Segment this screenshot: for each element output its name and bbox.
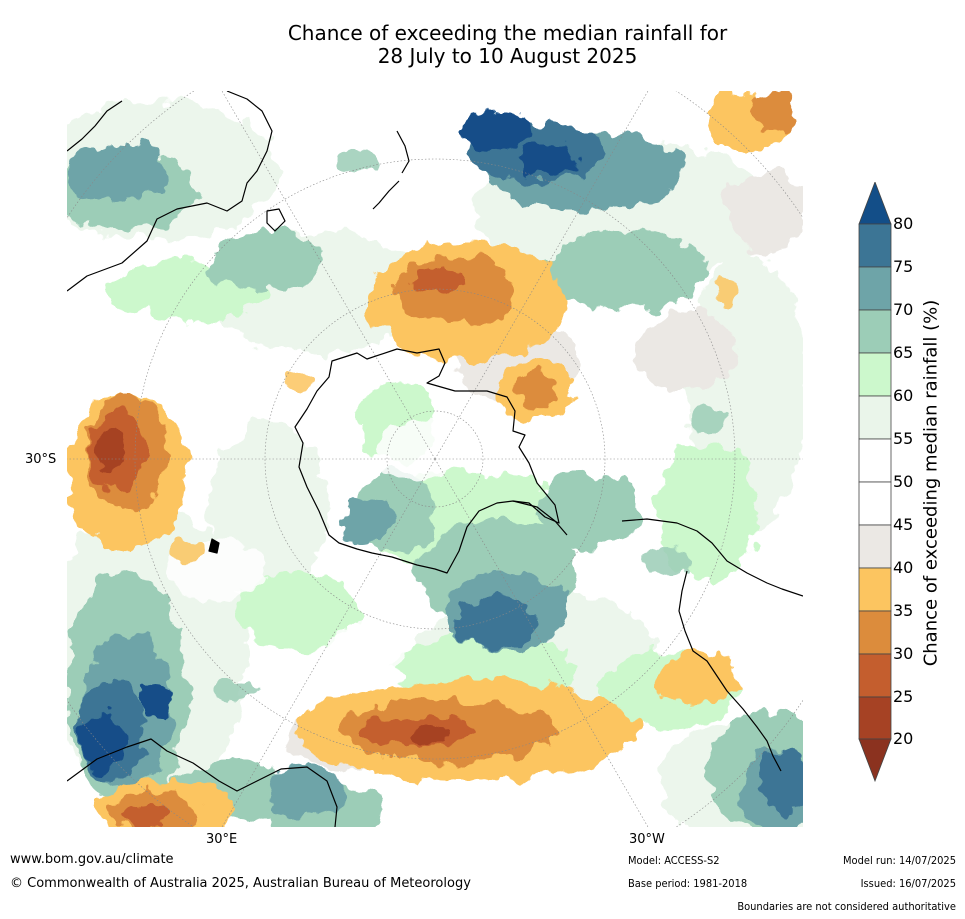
colorbar-tick: 30 <box>893 644 914 663</box>
footer-disclaimer: Boundaries are not considered authoritat… <box>737 900 956 913</box>
colorbar-extend-low <box>858 738 892 782</box>
colorbar <box>858 182 892 782</box>
colorbar-tick: 25 <box>893 687 914 706</box>
lon-label-30e: 30°E <box>206 832 238 847</box>
colorbar-label: Chance of exceeding median rainfall (%) <box>920 299 942 667</box>
footer-base-period: Base period: 1981-2018 <box>628 877 748 890</box>
colorbar-tick: 20 <box>893 729 914 748</box>
coastlines <box>67 91 803 827</box>
colorbar-tick: 45 <box>893 515 914 534</box>
map-canvas <box>67 91 803 827</box>
rainfall-probability-map <box>67 91 803 827</box>
footer-issued: Issued: 16/07/2025 <box>860 877 956 890</box>
lat-label-30s: 30°S <box>25 452 57 467</box>
colorbar-tick: 50 <box>893 472 914 491</box>
colorbar-extend-high <box>858 182 892 225</box>
colorbar-tick: 55 <box>893 429 914 448</box>
lon-label-30w: 30°W <box>629 832 665 847</box>
colorbar-tick: 70 <box>893 300 914 319</box>
map-title: Chance of exceeding the median rainfall … <box>0 22 965 68</box>
map-title-line1: Chance of exceeding the median rainfall … <box>287 21 728 45</box>
colorbar-tick: 60 <box>893 386 914 405</box>
footer-copyright: © Commonwealth of Australia 2025, Austra… <box>10 876 471 891</box>
colorbar-tick: 75 <box>893 257 914 276</box>
footer-url[interactable]: www.bom.gov.au/climate <box>10 852 174 867</box>
colorbar-tick: 35 <box>893 601 914 620</box>
footer-model: Model: ACCESS-S2 <box>628 854 720 867</box>
colorbar-tick: 65 <box>893 343 914 362</box>
graticule <box>67 91 803 827</box>
colorbar-tick: 80 <box>893 214 914 233</box>
colorbar-tick: 40 <box>893 558 914 577</box>
speckle-detail <box>167 149 739 703</box>
footer-model-run: Model run: 14/07/2025 <box>843 854 956 867</box>
probability-fields <box>67 91 803 827</box>
map-title-line2: 28 July to 10 August 2025 <box>377 44 638 68</box>
